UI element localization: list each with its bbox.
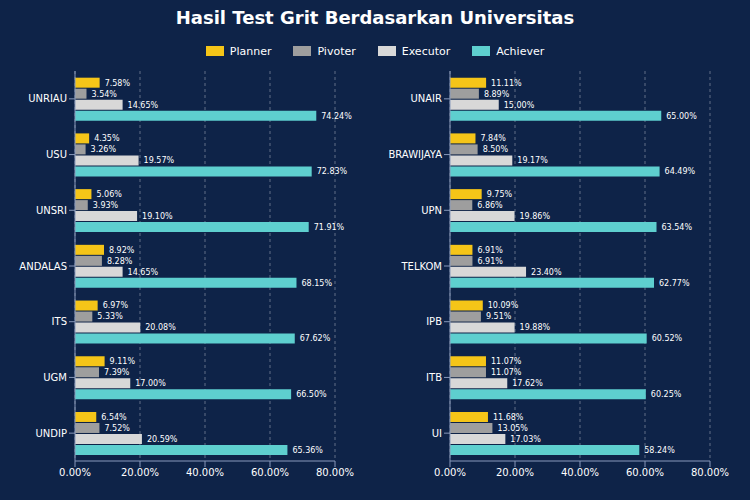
svg-text:17.03%: 17.03% [510, 435, 541, 444]
svg-text:11.68%: 11.68% [493, 413, 524, 422]
svg-text:4.35%: 4.35% [94, 134, 120, 143]
svg-text:11.07%: 11.07% [491, 368, 522, 377]
svg-text:5.33%: 5.33% [97, 312, 123, 321]
svg-text:58.24%: 58.24% [644, 446, 675, 455]
html-text:Achiever: Achiever [496, 44, 545, 58]
svg-text:7.39%: 7.39% [104, 368, 130, 377]
svg-text:0.00%: 0.00% [59, 467, 91, 478]
svg-text:6.97%: 6.97% [103, 301, 129, 310]
svg-text:20.08%: 20.08% [145, 323, 176, 332]
html-text:Hasil Test Grit Berdasarkan Un: Hasil Test Grit Berdasarkan Universitas [175, 7, 575, 28]
svg-text:20.00%: 20.00% [496, 467, 534, 478]
svg-text:66.50%: 66.50% [296, 390, 327, 399]
svg-text:17.00%: 17.00% [135, 379, 166, 388]
svg-text:60.00%: 60.00% [626, 467, 664, 478]
svg-text:7.52%: 7.52% [104, 424, 130, 433]
svg-text:UNDIP: UNDIP [36, 428, 67, 439]
svg-text:TELKOM: TELKOM [400, 261, 442, 272]
svg-text:UNSRI: UNSRI [36, 205, 67, 216]
svg-text:UGM: UGM [43, 372, 67, 383]
svg-text:19.10%: 19.10% [142, 212, 173, 221]
svg-text:3.26%: 3.26% [91, 145, 117, 154]
svg-text:UNRIAU: UNRIAU [28, 93, 67, 104]
svg-text:13.05%: 13.05% [497, 424, 528, 433]
svg-text:6.54%: 6.54% [101, 413, 127, 422]
svg-text:6.86%: 6.86% [477, 201, 503, 210]
svg-text:60.52%: 60.52% [652, 334, 683, 343]
svg-text:19.57%: 19.57% [144, 156, 175, 165]
svg-text:6.91%: 6.91% [477, 246, 503, 255]
svg-text:IPB: IPB [426, 316, 442, 327]
svg-text:BRAWIJAYA: BRAWIJAYA [388, 149, 442, 160]
svg-text:17.62%: 17.62% [512, 379, 543, 388]
svg-text:0.00%: 0.00% [434, 467, 466, 478]
svg-text:3.54%: 3.54% [92, 90, 118, 99]
svg-text:8.92%: 8.92% [109, 246, 135, 255]
svg-text:60.25%: 60.25% [651, 390, 682, 399]
svg-text:40.00%: 40.00% [186, 467, 224, 478]
svg-text:71.91%: 71.91% [314, 223, 345, 232]
html-text:Pivoter: Pivoter [317, 44, 356, 58]
svg-text:ANDALAS: ANDALAS [19, 261, 67, 272]
svg-text:20.00%: 20.00% [121, 467, 159, 478]
svg-text:63.54%: 63.54% [662, 223, 693, 232]
svg-text:62.77%: 62.77% [659, 279, 690, 288]
svg-text:15.00%: 15.00% [504, 101, 535, 110]
svg-text:8.28%: 8.28% [107, 257, 133, 266]
svg-text:5.06%: 5.06% [96, 190, 122, 199]
svg-text:60.00%: 60.00% [251, 467, 289, 478]
svg-text:68.15%: 68.15% [301, 279, 332, 288]
svg-text:65.00%: 65.00% [666, 112, 697, 121]
svg-text:11.11%: 11.11% [491, 79, 522, 88]
svg-text:19.88%: 19.88% [520, 323, 551, 332]
svg-text:14.65%: 14.65% [128, 268, 159, 277]
svg-text:7.58%: 7.58% [105, 79, 131, 88]
svg-text:80.00%: 80.00% [691, 467, 729, 478]
svg-text:ITB: ITB [426, 372, 442, 383]
svg-text:11.07%: 11.07% [491, 357, 522, 366]
svg-text:65.36%: 65.36% [292, 446, 323, 455]
svg-text:20.59%: 20.59% [147, 435, 178, 444]
svg-text:9.11%: 9.11% [110, 357, 136, 366]
svg-text:7.84%: 7.84% [480, 134, 506, 143]
svg-text:64.49%: 64.49% [665, 167, 696, 176]
svg-text:10.09%: 10.09% [488, 301, 519, 310]
svg-text:9.51%: 9.51% [486, 312, 512, 321]
svg-text:80.00%: 80.00% [316, 467, 354, 478]
svg-text:6.91%: 6.91% [477, 257, 503, 266]
svg-text:USU: USU [46, 149, 67, 160]
svg-text:UI: UI [432, 428, 442, 439]
svg-text:9.75%: 9.75% [487, 190, 513, 199]
svg-text:UPN: UPN [421, 205, 442, 216]
svg-text:23.40%: 23.40% [531, 268, 562, 277]
svg-text:8.89%: 8.89% [484, 90, 510, 99]
svg-text:3.93%: 3.93% [93, 201, 119, 210]
html-text:Planner: Planner [229, 44, 272, 58]
svg-text:UNAIR: UNAIR [410, 93, 442, 104]
svg-text:74.24%: 74.24% [321, 112, 352, 121]
svg-text:19.86%: 19.86% [520, 212, 551, 221]
svg-text:67.62%: 67.62% [300, 334, 331, 343]
svg-text:40.00%: 40.00% [561, 467, 599, 478]
svg-text:14.65%: 14.65% [128, 101, 159, 110]
html-text:Executor: Executor [401, 44, 451, 58]
svg-text:19.17%: 19.17% [517, 156, 548, 165]
svg-text:ITS: ITS [52, 316, 67, 327]
svg-text:8.50%: 8.50% [483, 145, 509, 154]
svg-text:72.83%: 72.83% [317, 167, 348, 176]
